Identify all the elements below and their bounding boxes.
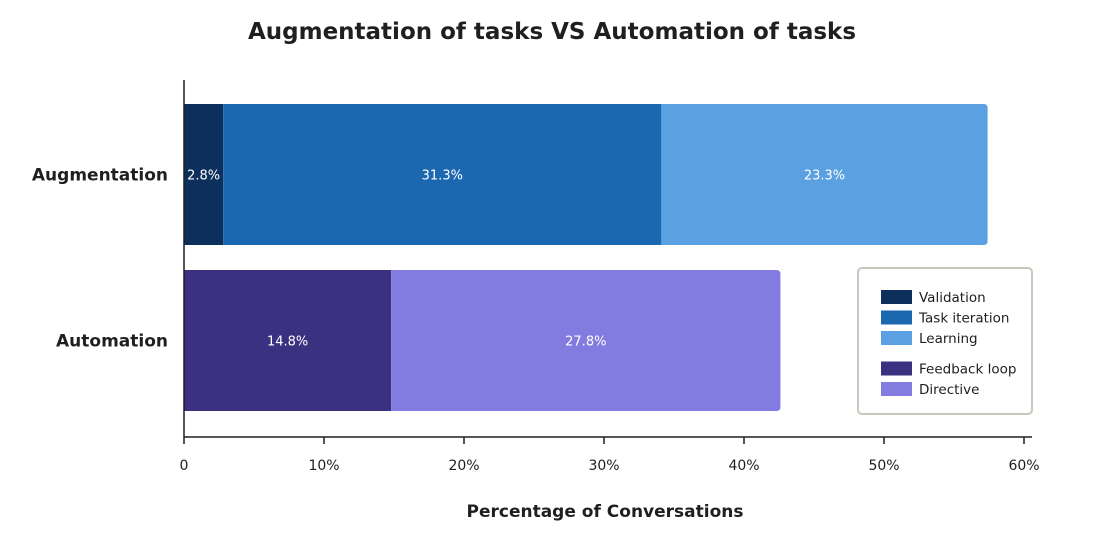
legend-label-task-iteration: Task iteration <box>918 311 1009 327</box>
data-label-directive: 27.8% <box>565 335 606 350</box>
x-tick-label: 60% <box>1008 458 1039 474</box>
x-tick-label: 40% <box>728 458 759 474</box>
bar-segment-learning <box>661 104 988 245</box>
legend-swatch-directive <box>881 382 912 396</box>
legend-box <box>857 267 1033 415</box>
x-axis-title: Percentage of Conversations <box>467 502 744 522</box>
data-label-feedback-loop: 14.8% <box>267 335 308 350</box>
x-tick-label: 50% <box>868 458 899 474</box>
data-label-validation: 2.8% <box>187 169 220 184</box>
legend-label-directive: Directive <box>919 382 979 398</box>
x-tick-label: 20% <box>448 458 479 474</box>
legend: Validation Task iteration Learning Feedback… <box>857 267 1033 415</box>
legend-label-validation: Validation <box>919 290 986 306</box>
legend-label-feedback-loop: Feedback loop <box>919 362 1016 378</box>
bars-layer: 2.8% 31.3% 23.3% 14.8% 27.8% <box>184 104 988 411</box>
data-label-learning: 23.3% <box>804 169 845 184</box>
legend-swatch-task-iteration <box>881 310 912 325</box>
legend-swatch-learning <box>881 331 912 345</box>
x-tick-label: 10% <box>308 458 339 474</box>
bar-segment-validation <box>184 104 224 245</box>
legend-label-learning: Learning <box>919 331 978 347</box>
chart-title: Augmentation of tasks VS Automation of t… <box>248 19 856 45</box>
category-label-automation: Automation <box>56 332 168 352</box>
legend-swatch-validation <box>881 290 912 304</box>
category-label-augmentation: Augmentation <box>32 166 168 186</box>
x-tick-label: 0 <box>180 458 189 474</box>
legend-swatch-feedback-loop <box>881 361 912 376</box>
bar-segment-task-iteration <box>223 104 662 245</box>
data-label-task-iteration: 31.3% <box>422 169 463 184</box>
x-tick-label: 30% <box>588 458 619 474</box>
bar-segment-feedback-loop <box>184 270 392 411</box>
axes-layer: 0 10% 20% 30% 40% 50% 60% Augmentation Automatio… <box>32 80 1040 474</box>
bar-segment-directive <box>391 270 781 411</box>
